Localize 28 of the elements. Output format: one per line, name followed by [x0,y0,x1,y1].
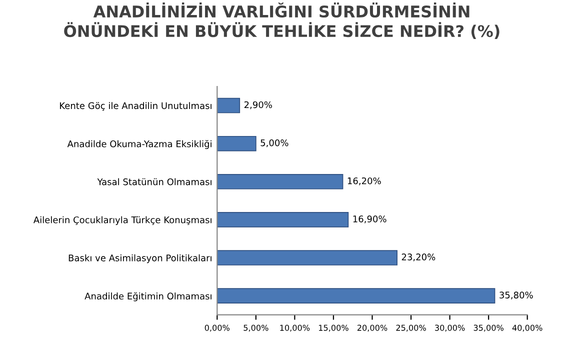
y-tick-label: Baskı ve Asimilasyon Politikaları [68,254,212,264]
data-label: 35,80% [500,292,533,300]
x-tick-label: 35,00% [474,324,504,332]
data-label: 16,20% [348,177,381,186]
x-tick-label: 0,00% [204,324,230,332]
bar [217,174,344,190]
x-tick-label: 15,00% [318,324,348,332]
x-tick-label: 20,00% [357,324,388,332]
data-label: 2,90% [244,101,272,110]
bar [217,250,398,266]
bar [217,288,496,304]
y-tick-label: Ailelerin Çocuklarıyla Türkçe Konuşması [33,216,212,226]
x-tick-label: 5,00% [244,324,268,332]
x-tick-label: 30,00% [435,324,465,332]
chart-title: ANADİLİNİZİN VARLIĞINI SÜRDÜRMESİNİN ÖNÜNDEKİ EN BÜYÜK TEHLİKE SİZCE NEDİR? (%) [64,2,500,40]
x-tick-label: 25,00% [396,324,426,332]
bar [217,212,349,228]
y-tick-label: Anadilde Eğitimin Olmaması [84,292,212,302]
x-tick-label: 10,00% [280,324,310,332]
data-label: 5,00% [260,139,288,148]
x-tick-label: 40,00% [512,324,542,332]
y-tick-label: Anadilde Okuma-Yazma Eksikliği [67,140,212,150]
bar [217,98,240,114]
y-tick-label: Yasal Statünün Olmaması [97,178,212,186]
y-tick-label: Kente Göç ile Anadilin Unutulması [60,102,212,111]
data-label: 16,90% [353,216,386,224]
bar [217,136,256,152]
data-label: 23,20% [402,254,436,262]
